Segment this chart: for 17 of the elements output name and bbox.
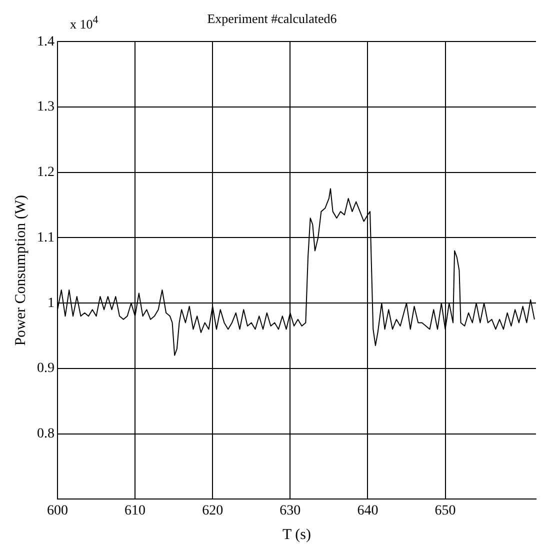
y-tick-label: 1.4 <box>37 34 54 50</box>
x-tick-label: 620 <box>202 503 224 518</box>
text: x 10$^{4}$ <box>70 14 98 32</box>
x-tick-label: 630 <box>280 503 301 518</box>
y-axis-title: Power Consumption (W) <box>12 194 29 346</box>
x-axis-title: T (s) <box>282 526 311 543</box>
chart-title: Experiment #calculated6 <box>207 11 338 26</box>
y-tick-label: 1.1 <box>37 230 54 246</box>
y-tick-label: 0.8 <box>37 426 54 442</box>
y-tick-label: 1 <box>48 296 54 311</box>
y-tick-label: 0.9 <box>37 361 54 376</box>
x-tick-label: 610 <box>124 503 146 518</box>
y-tick-label: 1.3 <box>37 100 54 115</box>
y-tick-label: 1.2 <box>37 165 54 180</box>
x-tick-label: 650 <box>434 503 456 518</box>
x-tick-label: 600 <box>47 503 68 518</box>
x-tick-label: 640 <box>357 503 378 518</box>
